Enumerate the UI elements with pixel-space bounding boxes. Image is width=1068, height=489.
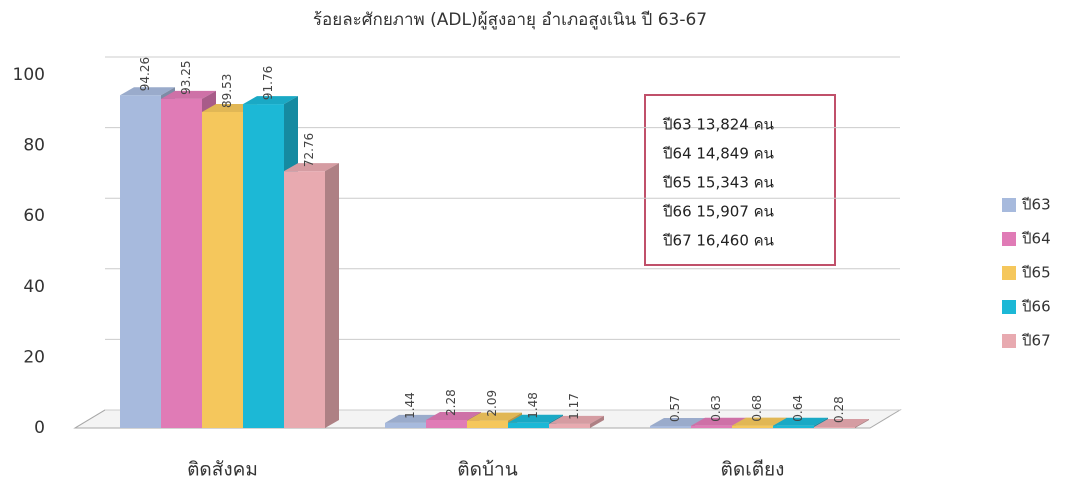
bar-top (549, 415, 604, 424)
bar-top (284, 163, 339, 172)
y-tick-label: 60 (23, 206, 45, 226)
legend-label: ปี63 (1021, 196, 1051, 214)
y-tick-label: 0 (34, 418, 45, 438)
bar-front (691, 425, 732, 428)
annotation: ปี65 15,343 คน (662, 174, 774, 192)
bar-top (120, 87, 175, 96)
legend-swatch (1002, 266, 1016, 280)
annotation-box (644, 94, 836, 266)
bar-front (467, 420, 508, 428)
data-label: 89.53 (220, 74, 234, 108)
annotation: ปี63 13,824 คน (662, 116, 774, 134)
bar-side (590, 415, 604, 428)
bar-front (814, 427, 855, 428)
bar-front (426, 419, 467, 428)
bar-front (385, 422, 426, 428)
data-label: 0.63 (709, 395, 723, 422)
bar-top (508, 414, 563, 423)
y-tick-label: 40 (23, 277, 45, 297)
x-tick-label: ติดบ้าน (457, 459, 517, 481)
data-label: 0.28 (832, 396, 846, 423)
bar-top (773, 417, 828, 426)
y-tick-label: 20 (23, 347, 45, 367)
bar-front (773, 425, 814, 428)
legend-label: ปี67 (1021, 332, 1051, 350)
bar-front (650, 425, 691, 428)
data-label: 1.44 (403, 392, 417, 419)
bar-top (161, 90, 216, 99)
annotation: ปี67 16,460 คน (662, 232, 774, 250)
data-label: 0.68 (750, 395, 764, 422)
bar-top (732, 417, 787, 426)
bar-top (691, 417, 746, 426)
bar-front (120, 95, 161, 428)
legend-swatch (1002, 300, 1016, 314)
bar-top (243, 96, 298, 105)
data-label: 91.76 (261, 66, 275, 100)
data-label: 0.64 (791, 395, 805, 422)
legend-label: ปี65 (1021, 264, 1051, 282)
data-label: 2.09 (485, 390, 499, 417)
annotation: ปี64 14,849 คน (662, 145, 774, 163)
annotation: ปี66 15,907 คน (662, 203, 774, 221)
data-label: 1.48 (526, 392, 540, 419)
bar-side (855, 419, 869, 428)
data-label: 72.76 (302, 133, 316, 167)
legend-label: ปี64 (1021, 230, 1051, 248)
y-tick-label: 80 (23, 136, 45, 156)
bar-side (325, 163, 339, 428)
bar-front (202, 111, 243, 428)
bar-front (161, 98, 202, 428)
bar-top (814, 419, 869, 428)
bar-front (508, 422, 549, 428)
chart-title: ร้อยละศักยภาพ (ADL)ผู้สูงอายุ อำเภอสูงเน… (313, 10, 707, 30)
y-axis (74, 409, 106, 429)
data-label: 1.17 (567, 393, 581, 420)
legend-swatch (1002, 232, 1016, 246)
bar-top (650, 417, 705, 426)
bar-top (467, 412, 522, 421)
data-label: 93.25 (179, 60, 193, 94)
bar-front (243, 104, 284, 429)
data-label: 94.26 (138, 57, 152, 91)
x-tick-label: ติดสังคม (187, 459, 258, 481)
legend-swatch (1002, 334, 1016, 348)
y-tick-label: 100 (13, 65, 45, 85)
bar-top (426, 411, 481, 420)
data-label: 0.57 (668, 395, 682, 422)
x-tick-label: ติดเตียง (721, 459, 785, 481)
data-label: 2.28 (444, 389, 458, 416)
legend-label: ปี66 (1021, 298, 1051, 316)
bar-front (284, 171, 325, 428)
bar-front (732, 425, 773, 428)
legend-swatch (1002, 198, 1016, 212)
bar-front (549, 423, 590, 428)
